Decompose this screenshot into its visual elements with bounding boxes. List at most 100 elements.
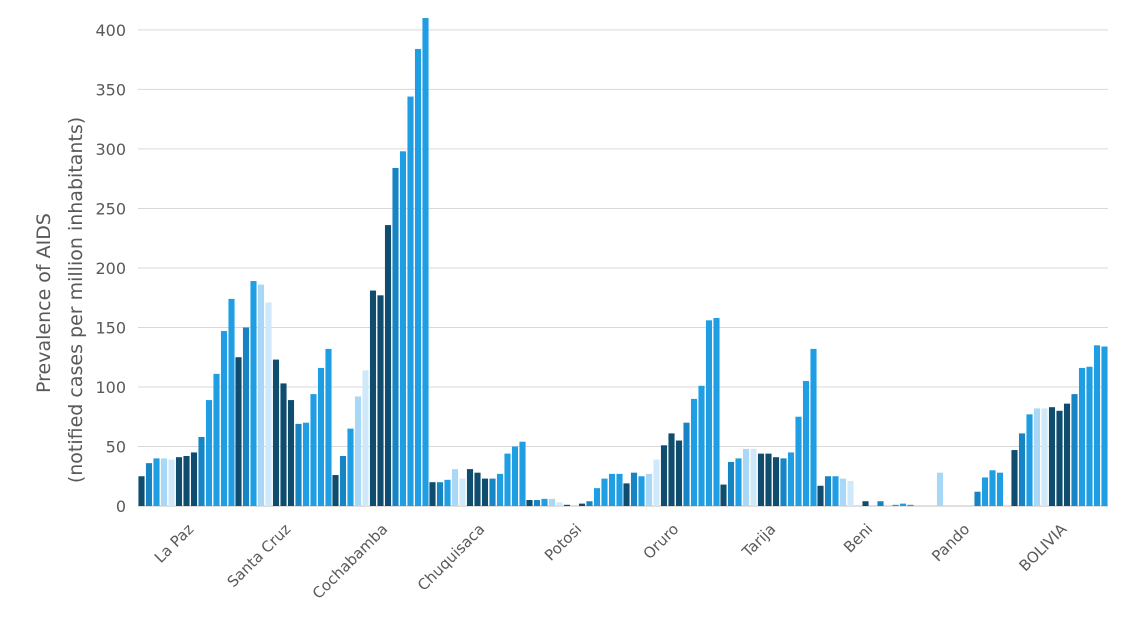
bar [563, 504, 571, 506]
bar [690, 398, 698, 506]
bar [578, 503, 586, 506]
x-tick-label: Pando [928, 520, 973, 565]
bar [675, 440, 683, 506]
y-tick-label: 250 [95, 199, 126, 218]
y-axis-label: Prevalence of AIDS (notified cases per m… [33, 117, 87, 483]
y-tick-label: 300 [95, 140, 126, 159]
bar [220, 331, 228, 506]
bar [660, 445, 668, 506]
bar [1093, 345, 1101, 506]
bar [168, 459, 175, 506]
bar [608, 473, 616, 506]
x-tick-label: Chuquisaca [414, 520, 488, 594]
bar [817, 485, 824, 506]
y-axis-label-line-2: (notified cases per million inhabitants) [65, 117, 87, 483]
bar [347, 428, 354, 506]
bar [556, 502, 563, 506]
bar [325, 348, 332, 506]
bar [280, 383, 287, 506]
bar [265, 302, 272, 506]
bar [1086, 366, 1093, 506]
bar [892, 504, 899, 506]
bar [735, 458, 742, 506]
bar [541, 498, 548, 506]
bar [1056, 410, 1063, 506]
bar [1026, 414, 1033, 506]
bar [160, 458, 168, 506]
bar [1078, 367, 1086, 506]
bar [466, 469, 474, 506]
bar [153, 458, 160, 506]
bar [727, 461, 735, 506]
bar [1063, 403, 1071, 506]
bar [422, 18, 429, 506]
bar [1071, 394, 1078, 506]
bar [175, 457, 183, 506]
bar [787, 452, 795, 506]
bar [780, 458, 787, 506]
bar [713, 317, 720, 506]
bar [720, 484, 727, 506]
bar [519, 441, 526, 506]
bar [302, 422, 310, 506]
bar [750, 448, 757, 506]
bar [645, 473, 653, 506]
bar [242, 327, 250, 506]
bar [810, 348, 817, 506]
bar [511, 446, 519, 506]
bar [481, 478, 489, 506]
bar [526, 500, 533, 506]
bars [138, 18, 1108, 507]
bar [989, 470, 996, 506]
bar [974, 491, 981, 506]
bar [407, 96, 414, 507]
x-axis-ticks: La Paz Santa Cruz Cochabamba Chuquisaca Poto… [151, 520, 1071, 603]
y-tick-label: 350 [95, 80, 126, 99]
bar [847, 481, 854, 506]
bar [742, 448, 750, 506]
bar [601, 478, 608, 506]
bar [936, 472, 944, 506]
bar [1101, 346, 1108, 506]
bar [183, 456, 190, 506]
bar [399, 151, 407, 506]
bar [213, 373, 220, 506]
bar [287, 400, 295, 506]
bar [310, 394, 317, 506]
bar [489, 478, 496, 506]
bar [899, 503, 907, 506]
bar [772, 457, 780, 506]
bar [616, 473, 623, 506]
bar [981, 477, 989, 506]
bar [653, 459, 660, 506]
bar [362, 370, 369, 506]
bar [705, 320, 713, 506]
bar [429, 482, 436, 506]
x-tick-label: Oruro [640, 520, 683, 563]
y-axis-ticks: 0 50 100 150 200 250 300 350 400 [95, 21, 126, 516]
bar [444, 479, 451, 506]
bar [683, 422, 690, 506]
y-tick-label: 100 [95, 378, 126, 397]
bar [451, 469, 459, 506]
bar [339, 456, 347, 506]
bar [630, 472, 638, 506]
bar [250, 281, 257, 506]
bar [907, 504, 914, 506]
bar [1011, 450, 1018, 506]
bar [802, 381, 810, 506]
bar [1048, 407, 1056, 506]
x-tick-label: Tarija [738, 520, 779, 561]
y-tick-label: 150 [95, 318, 126, 337]
bar [459, 478, 466, 506]
bar [228, 298, 235, 506]
bar [504, 453, 511, 506]
bar [824, 476, 832, 506]
bar [593, 488, 601, 506]
y-tick-label: 50 [106, 437, 126, 456]
bar [198, 436, 205, 506]
bar [392, 167, 399, 506]
bar [1033, 408, 1041, 506]
bar [295, 423, 302, 506]
